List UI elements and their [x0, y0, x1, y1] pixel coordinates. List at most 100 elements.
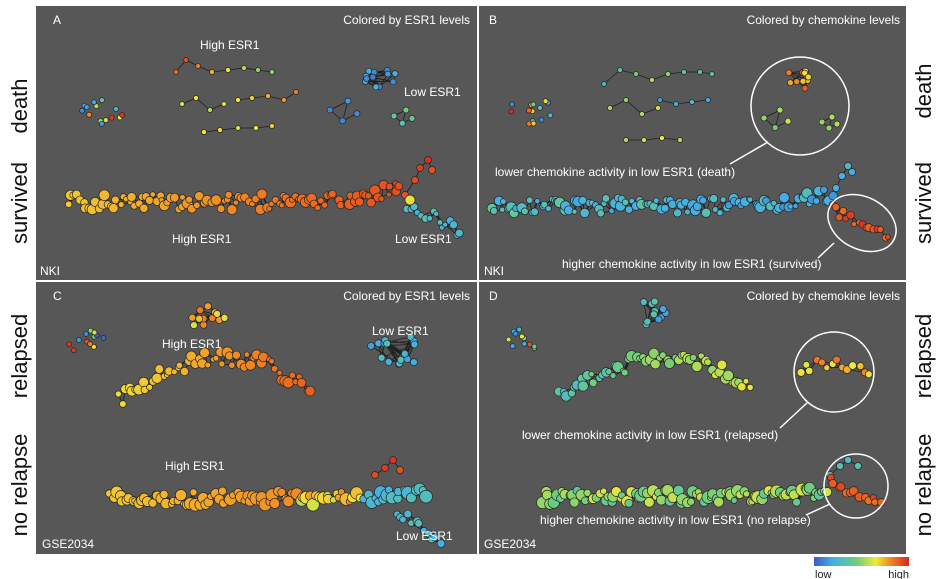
- network-node: [540, 200, 549, 209]
- network-node: [255, 67, 261, 73]
- network-node: [681, 69, 687, 75]
- panel-b-label-survived: higher chemokine activity in low ESR1 (s…: [562, 257, 821, 271]
- network-node: [400, 349, 409, 358]
- network-node: [449, 220, 458, 230]
- network-node: [204, 302, 212, 311]
- network-node: [534, 198, 541, 205]
- panel-d-caption: Colored by chemokine levels: [747, 289, 900, 303]
- network-node: [720, 196, 727, 203]
- network-node: [235, 97, 241, 103]
- network-node: [426, 215, 433, 222]
- network-node: [232, 199, 239, 206]
- network-node: [269, 123, 275, 129]
- network-node: [196, 306, 204, 315]
- network-node: [500, 198, 507, 205]
- network-node: [213, 310, 221, 318]
- legend-low: low: [815, 569, 832, 579]
- network-node: [655, 105, 661, 111]
- network-edge: [381, 344, 415, 359]
- callout-leader-d-relapsed: [779, 401, 809, 429]
- network-node: [243, 351, 250, 358]
- network-node: [139, 203, 149, 213]
- network-node: [643, 317, 652, 326]
- network-node: [366, 197, 376, 208]
- network-node: [848, 168, 856, 176]
- network-node: [839, 206, 848, 215]
- panel-b-dataset: NKI: [484, 264, 504, 278]
- panel-c-letter: C: [53, 289, 62, 303]
- network-node: [633, 71, 639, 77]
- network-node: [801, 84, 809, 92]
- network-node: [344, 97, 352, 105]
- network-node: [649, 77, 655, 83]
- network-node: [864, 370, 873, 379]
- network-node: [579, 207, 590, 218]
- network-node: [526, 341, 533, 348]
- network-node: [784, 117, 792, 125]
- network-node: [113, 106, 119, 112]
- network-node: [87, 341, 93, 347]
- network-node: [108, 203, 119, 214]
- panel-b-caption: Colored by chemokine levels: [747, 13, 900, 27]
- network-node: [512, 330, 519, 337]
- network-node: [193, 201, 201, 210]
- network-node: [212, 354, 220, 362]
- network-node: [190, 321, 198, 329]
- network-node: [609, 372, 617, 380]
- network-node: [792, 497, 801, 507]
- side-label-death-right: death: [911, 63, 936, 118]
- network-node: [848, 361, 857, 370]
- network-node: [737, 382, 747, 392]
- network-node: [665, 71, 671, 77]
- network-node: [530, 207, 539, 216]
- network-node: [641, 137, 647, 143]
- network-node: [378, 195, 385, 202]
- network-edge: [603, 69, 621, 85]
- network-node: [823, 364, 831, 372]
- network-edge: [385, 339, 415, 345]
- network-node: [805, 73, 812, 81]
- network-node: [83, 331, 89, 337]
- network-node: [204, 361, 212, 369]
- network-node: [454, 228, 464, 238]
- network-node: [185, 195, 193, 204]
- network-node: [354, 197, 364, 207]
- side-label-norelapse-right: no relapse: [911, 434, 936, 537]
- network-node: [716, 209, 724, 217]
- network-node: [526, 196, 534, 204]
- network-node: [321, 201, 329, 209]
- network-node: [659, 135, 665, 141]
- network-edge: [329, 100, 349, 111]
- network-edge: [643, 137, 663, 141]
- network-node: [390, 112, 398, 120]
- network-node: [369, 73, 377, 81]
- network-node: [778, 192, 790, 204]
- network-node: [100, 335, 107, 341]
- legend-high: high: [888, 569, 909, 579]
- network-node: [577, 380, 589, 392]
- network-node: [145, 196, 154, 205]
- network-node: [195, 63, 201, 69]
- network-node: [623, 97, 629, 103]
- network-node: [91, 344, 97, 350]
- panel-b-letter: B: [489, 13, 497, 27]
- network-node: [249, 95, 255, 101]
- network-node: [149, 191, 156, 198]
- network-node: [521, 340, 528, 347]
- network-node: [396, 355, 405, 364]
- network-node: [689, 99, 695, 105]
- network-node: [326, 106, 334, 114]
- side-label-norelapse-left: no relapse: [7, 434, 32, 537]
- network-node: [269, 498, 281, 509]
- network-node: [221, 101, 227, 107]
- network-node: [377, 353, 386, 362]
- network-node: [220, 313, 229, 322]
- panel-a-caption: Colored by ESR1 levels: [343, 13, 470, 27]
- network-node: [389, 456, 397, 464]
- network-node: [201, 129, 207, 135]
- network-node: [884, 233, 891, 240]
- callout-leader-b-survived: [817, 242, 835, 259]
- network-node: [424, 156, 432, 164]
- network-node: [530, 101, 537, 108]
- network-node: [256, 188, 268, 200]
